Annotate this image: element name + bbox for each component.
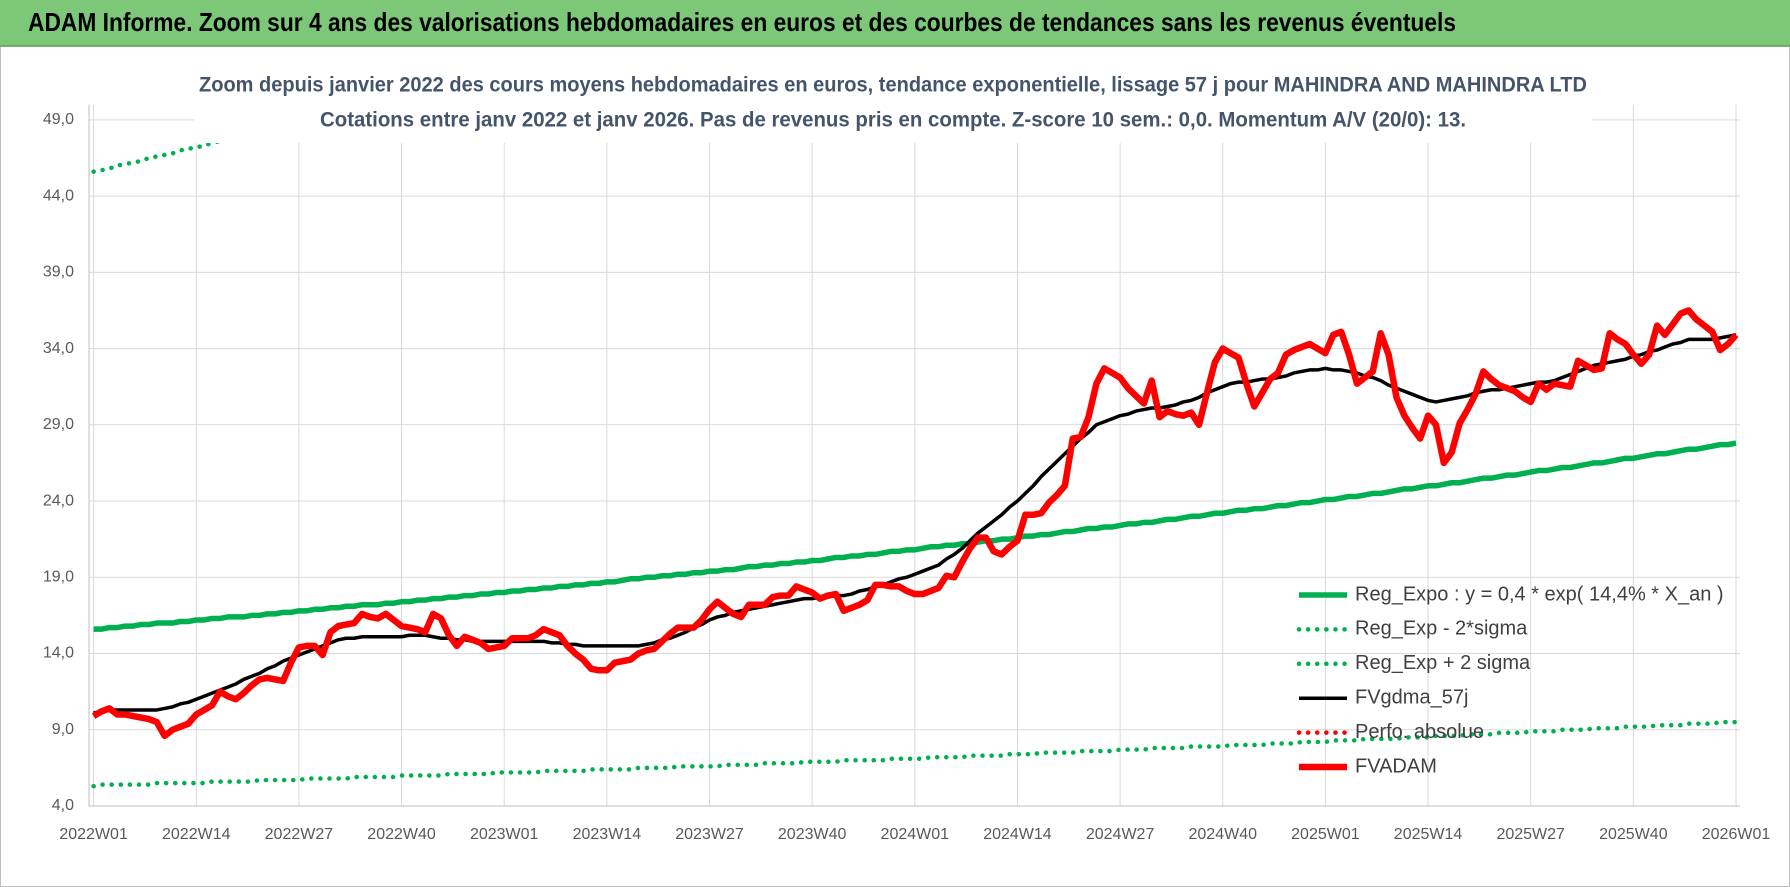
legend: Reg_Expo : y = 0,4 * exp( 14,4% * X_an )… — [1296, 583, 1724, 777]
x-tick-label: 2023W27 — [675, 826, 744, 843]
x-tick-label: 2022W27 — [265, 826, 334, 843]
y-tick-label: 44,0 — [43, 187, 74, 204]
legend-label: FVADAM — [1355, 755, 1437, 777]
x-tick-label: 2023W01 — [470, 826, 539, 843]
x-tick-label: 2025W27 — [1496, 826, 1565, 843]
x-tick-label: 2026W01 — [1702, 826, 1771, 843]
legend-label: Perfo. absolue — [1355, 721, 1484, 743]
legend-label: FVgdma_57j — [1355, 686, 1468, 708]
x-tick-label: 2025W40 — [1599, 826, 1668, 843]
title-box — [194, 68, 1592, 143]
x-tick-label: 2022W01 — [59, 826, 128, 843]
y-tick-label: 9,0 — [52, 721, 74, 738]
y-tick-label: 29,0 — [43, 416, 74, 433]
y-tick-label: 19,0 — [43, 569, 74, 586]
legend-label: Reg_Exp + 2 sigma — [1355, 652, 1531, 674]
x-tick-label: 2025W14 — [1394, 826, 1463, 843]
y-tick-label: 34,0 — [43, 340, 74, 357]
x-tick-label: 2024W27 — [1086, 826, 1155, 843]
x-tick-label: 2022W40 — [367, 826, 436, 843]
x-tick-label: 2024W01 — [881, 826, 950, 843]
header-band — [0, 0, 1790, 46]
y-tick-label: 39,0 — [43, 264, 74, 281]
series-line — [93, 440, 1737, 632]
x-tick-label: 2024W14 — [983, 826, 1052, 843]
chart-title: Zoom depuis janvier 2022 des cours moyen… — [199, 74, 1587, 97]
y-tick-label: 49,0 — [43, 111, 74, 128]
y-tick-label: 24,0 — [43, 492, 74, 509]
plot-area: 4,0 9,0 14,0 19,0 24,0 29,0 34,0 39,0 44,0 49,0 20… — [43, 104, 1771, 843]
legend-label: Reg_Expo : y = 0,4 * exp( 14,4% * X_an ) — [1355, 583, 1724, 605]
y-tick-label: 4,0 — [52, 797, 74, 814]
x-tick-label: 2024W40 — [1189, 826, 1258, 843]
x-tick-label: 2023W40 — [778, 826, 847, 843]
legend-label: Reg_Exp - 2*sigma — [1355, 618, 1528, 640]
series-line — [91, 307, 1739, 740]
y-tick-label: 14,0 — [43, 645, 74, 662]
chart-subtitle: Cotations entre janv 2022 et janv 2026. … — [320, 109, 1466, 132]
series-lines — [91, 104, 1739, 789]
header-title: ADAM Informe. Zoom sur 4 ans des valoris… — [28, 7, 1456, 37]
x-tick-label: 2022W14 — [162, 826, 231, 843]
series-line — [91, 719, 1739, 789]
x-tick-label: 2025W01 — [1291, 826, 1360, 843]
series-line — [93, 333, 1737, 715]
x-tick-label: 2023W14 — [573, 826, 642, 843]
